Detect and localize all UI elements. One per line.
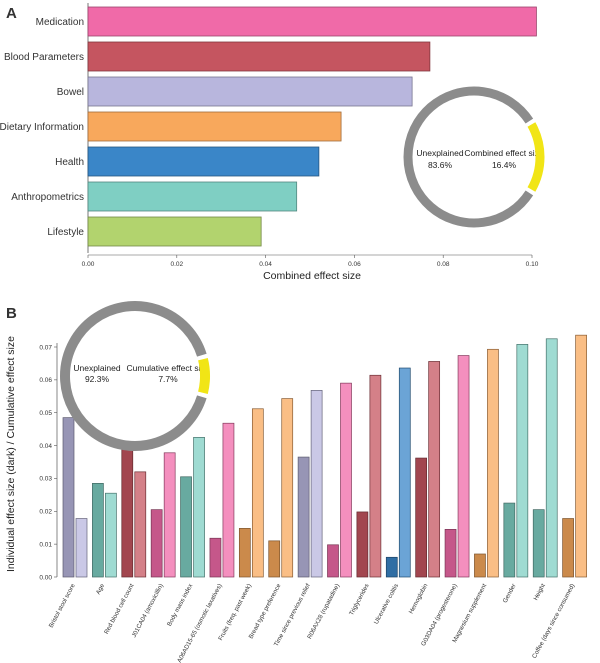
bar-individual-g03da04-progesterone: [444, 529, 457, 578]
donut-a-value-unexplained: 83.6%: [428, 160, 453, 170]
bar-cumulative-magnesium-supplement: [487, 348, 499, 578]
bar-cumulative-a06ad15-65-osmotic-laxatives: [222, 422, 235, 578]
x-category-label-bread-type-preference: Bread type preference: [248, 582, 283, 640]
y-tick-label: 0.05: [39, 410, 52, 417]
bar-cumulative-r06ax28-rupatadine: [340, 382, 352, 578]
y-tick-label: 0.01: [39, 541, 52, 548]
bar-individual-age: [92, 483, 104, 578]
donut-b-value-unexplained: 92.3%: [85, 374, 110, 384]
bar-blood-parameters: [87, 41, 431, 72]
category-label-bowel: Bowel: [57, 87, 84, 98]
x-category-label-ulcerative-colitis: Ulcerative colitis: [373, 583, 400, 626]
x-category-label-gender: Gender: [502, 583, 518, 605]
x-category-label-r06ax28-rupatadine: R06AX28 (rupatadine): [306, 583, 341, 641]
bar-cumulative-bristol-stool-score: [75, 518, 88, 578]
x-category-label-triglycerides: Triglycerides: [348, 583, 371, 617]
bar-cumulative-g03da04-progesterone: [457, 355, 470, 578]
y-tick-label: 0.04: [39, 443, 52, 450]
category-label-blood-parameters: Blood Parameters: [4, 52, 84, 63]
bar-individual-triglycerides: [356, 511, 369, 578]
x-tick-label: 0.06: [348, 261, 361, 268]
bar-cumulative-height: [545, 338, 558, 578]
y-tick-label: 0.07: [39, 344, 52, 351]
donut-a-slice-effect: [527, 122, 545, 192]
x-tick-label: 0.04: [259, 261, 272, 268]
bar-cumulative-j01ca04-amoxicillin: [163, 452, 176, 578]
y-tick-label: 0.00: [39, 574, 52, 581]
x-category-label-fruits-freq-past-week: Fruits (freq. past week): [217, 583, 253, 642]
x-category-label-body-mass-index: Body mass index: [166, 582, 195, 628]
bar-individual-gender: [503, 502, 516, 578]
panel-b-donut: Unexplained 92.3% Cumulative effect size…: [60, 301, 210, 451]
bar-cumulative-coffee-days-since-consumed: [575, 334, 587, 578]
bar-cumulative-triglycerides: [369, 374, 382, 578]
x-category-label-bristol-stool-score: Bristol stool score: [48, 582, 77, 629]
panel-a-donut: Unexplained 83.6% Combined effect size 1…: [403, 86, 545, 228]
bar-individual-height: [532, 509, 545, 578]
donut-a-label-effect: Combined effect size: [464, 148, 543, 158]
donut-a-label-unexplained: Unexplained: [416, 148, 464, 158]
x-tick-label: 0.00: [82, 261, 95, 268]
bar-individual-a06ad15-65-osmotic-laxatives: [209, 537, 222, 578]
bar-health: [87, 146, 320, 177]
bar-individual-bristol-stool-score: [62, 417, 75, 578]
bar-medication: [87, 6, 537, 37]
donut-b-slice-effect: [198, 358, 210, 394]
x-tick-label: 0.08: [437, 261, 450, 268]
donut-b-label-unexplained: Unexplained: [73, 363, 121, 373]
donut-b-slice-unexplained: [60, 301, 207, 451]
y-tick-label: 0.03: [39, 476, 52, 483]
x-tick-label: 0.02: [170, 261, 183, 268]
bar-cumulative-gender: [516, 344, 529, 578]
bar-cumulative-age: [105, 492, 117, 578]
panel-b-ylabel: Individual effect size (dark) / Cumulati…: [5, 336, 17, 572]
panel-a-xlabel: Combined effect size: [263, 270, 361, 282]
bar-individual-magnesium-supplement: [474, 553, 486, 578]
bar-cumulative-time-since-previous-relief: [310, 390, 323, 578]
bar-individual-hemoglobin: [415, 457, 428, 578]
bar-individual-bread-type-preference: [268, 540, 281, 578]
donut-b-value-effect: 7.7%: [158, 374, 178, 384]
panel-b-letter: B: [6, 305, 17, 322]
bar-individual-ulcerative-colitis: [385, 556, 398, 578]
category-label-medication: Medication: [36, 17, 84, 28]
x-category-label-j01ca04-amoxicillin: J01CA04 (amoxicillin): [131, 583, 165, 639]
panel-b-chart: 0.00 0.01 0.02 0.03 0.04 0.05 0.06 0.07 Bristol …: [39, 334, 587, 663]
bar-anthropometrics: [87, 181, 298, 212]
bar-cumulative-fruits-freq-past-week: [251, 408, 264, 578]
bar-individual-coffee-days-since-consumed: [562, 518, 574, 578]
category-label-anthropometrics: Anthropometrics: [11, 192, 84, 203]
bar-cumulative-ulcerative-colitis: [398, 367, 411, 578]
x-tick-label: 0.10: [526, 261, 539, 268]
y-tick-label: 0.06: [39, 377, 52, 384]
bar-individual-red-blood-cell-count: [121, 441, 134, 578]
x-category-label-age: Age: [95, 582, 107, 596]
bar-individual-r06ax28-rupatadine: [327, 544, 339, 578]
category-label-lifestyle: Lifestyle: [47, 227, 84, 238]
bar-individual-j01ca04-amoxicillin: [150, 509, 163, 578]
category-label-dietary-information: Dietary Information: [0, 122, 84, 133]
donut-b-label-effect: Cumulative effect size: [127, 363, 210, 373]
panel-a-chart: Medication Blood Parameters Bowel Dietary I…: [0, 3, 539, 268]
bar-cumulative-hemoglobin: [428, 361, 441, 578]
x-category-label-hemoglobin: Hemoglobin: [408, 582, 430, 615]
y-tick-label: 0.02: [39, 509, 52, 516]
category-label-health: Health: [55, 157, 84, 168]
x-category-label-magnesium-supplement: Magnesium supplement: [451, 582, 488, 644]
donut-a-slice-unexplained: [403, 86, 534, 228]
bar-cumulative-bread-type-preference: [281, 398, 294, 578]
bar-individual-time-since-previous-relief: [297, 456, 310, 578]
donut-a-value-effect: 16.4%: [492, 160, 517, 170]
bar-lifestyle: [87, 216, 262, 247]
bar-individual-fruits-freq-past-week: [238, 528, 251, 578]
bar-bowel: [87, 76, 413, 107]
bar-cumulative-red-blood-cell-count: [134, 471, 147, 578]
x-category-label-height: Height: [532, 582, 547, 601]
bar-dietary-information: [87, 111, 342, 142]
bar-cumulative-body-mass-index: [193, 437, 205, 578]
panel-a-letter: A: [6, 5, 17, 22]
bar-individual-body-mass-index: [180, 476, 192, 578]
x-category-label-red-blood-cell-count: Red blood cell count: [103, 582, 136, 635]
